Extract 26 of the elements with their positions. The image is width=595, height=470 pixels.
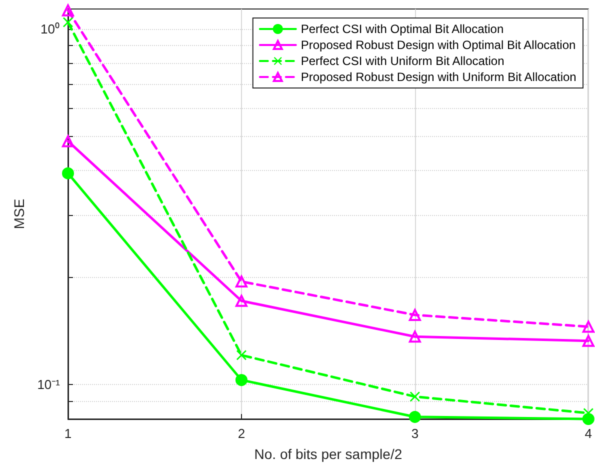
y-tick-label: 10⁻¹ (37, 377, 61, 392)
legend-label: Proposed Robust Design with Uniform Bit Allocation (300, 70, 576, 84)
x-tick-label: 2 (238, 426, 246, 441)
legend-label: Perfect CSI with Uniform Bit Allocation (300, 54, 504, 68)
point (63, 17, 73, 28)
point (408, 410, 421, 423)
y-tick-label: 10⁰ (40, 22, 60, 37)
x-tick-label: 3 (411, 426, 419, 441)
point (582, 320, 594, 333)
x-axis-title: No. of bits per sample/2 (254, 446, 402, 462)
x-tick-label: 1 (64, 426, 72, 441)
legend-label: Perfect CSI with Optimal Bit Allocation (300, 22, 504, 36)
point (235, 374, 248, 386)
point (235, 276, 248, 288)
point (408, 308, 421, 321)
point (410, 392, 420, 402)
point (582, 334, 594, 347)
point (408, 330, 421, 343)
point (62, 167, 74, 180)
point (235, 294, 248, 307)
point (62, 135, 74, 148)
y-axis-title: MSE (11, 198, 27, 230)
point (62, 4, 74, 16)
legend-label: Proposed Robust Design with Optimal Bit Allocation (300, 38, 576, 52)
x-tick-label: 4 (584, 426, 592, 441)
point (236, 350, 246, 360)
